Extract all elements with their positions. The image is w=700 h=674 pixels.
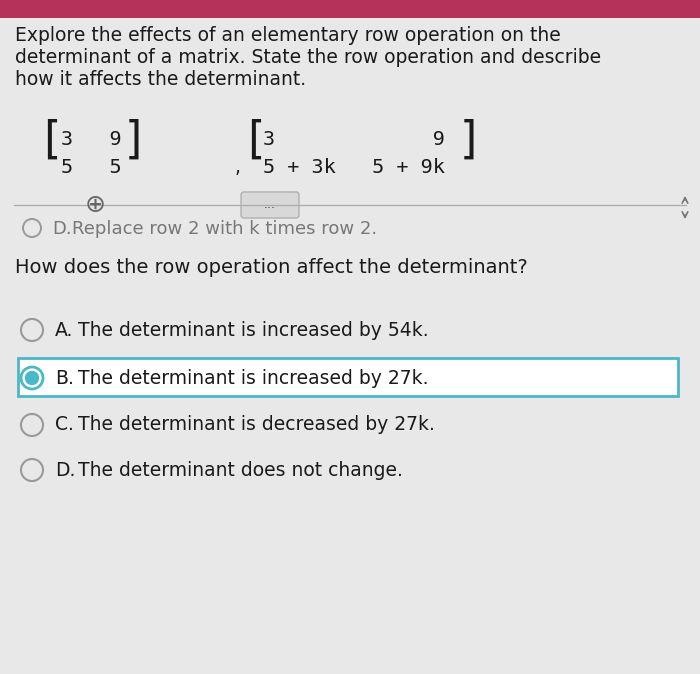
Text: The determinant is decreased by 27k.: The determinant is decreased by 27k.: [78, 415, 435, 435]
Text: C.: C.: [55, 415, 74, 435]
Circle shape: [21, 459, 43, 481]
Text: 5 + 3k   5 + 9k: 5 + 3k 5 + 9k: [263, 158, 445, 177]
Circle shape: [21, 367, 43, 389]
Text: Explore the effects of an elementary row operation on the: Explore the effects of an elementary row…: [15, 26, 561, 45]
FancyBboxPatch shape: [241, 192, 299, 218]
Text: 3   9: 3 9: [61, 130, 122, 149]
Circle shape: [21, 414, 43, 436]
Text: ...: ...: [264, 199, 276, 212]
Text: determinant of a matrix. State the row operation and describe: determinant of a matrix. State the row o…: [15, 48, 601, 67]
Text: The determinant is increased by 27k.: The determinant is increased by 27k.: [78, 369, 428, 388]
Text: The determinant is increased by 54k.: The determinant is increased by 54k.: [78, 321, 428, 340]
Text: B.: B.: [55, 369, 74, 388]
Text: [: [: [247, 119, 265, 162]
Text: 3             9: 3 9: [263, 130, 445, 149]
Text: ]: ]: [125, 119, 142, 162]
Text: D.: D.: [52, 220, 71, 238]
FancyBboxPatch shape: [18, 358, 678, 396]
Text: how it affects the determinant.: how it affects the determinant.: [15, 70, 306, 89]
Text: ⊕: ⊕: [85, 193, 106, 217]
Text: [: [: [43, 119, 60, 162]
Text: ,: ,: [235, 158, 241, 177]
Text: The determinant does not change.: The determinant does not change.: [78, 460, 403, 479]
Circle shape: [25, 371, 38, 384]
Text: ]: ]: [460, 119, 477, 162]
Text: Replace row 2 with k times row 2.: Replace row 2 with k times row 2.: [72, 220, 377, 238]
Circle shape: [21, 319, 43, 341]
Text: How does the row operation affect the determinant?: How does the row operation affect the de…: [15, 258, 528, 277]
Text: 5   5: 5 5: [61, 158, 122, 177]
Text: D.: D.: [55, 460, 76, 479]
Text: A.: A.: [55, 321, 74, 340]
FancyBboxPatch shape: [0, 0, 700, 18]
